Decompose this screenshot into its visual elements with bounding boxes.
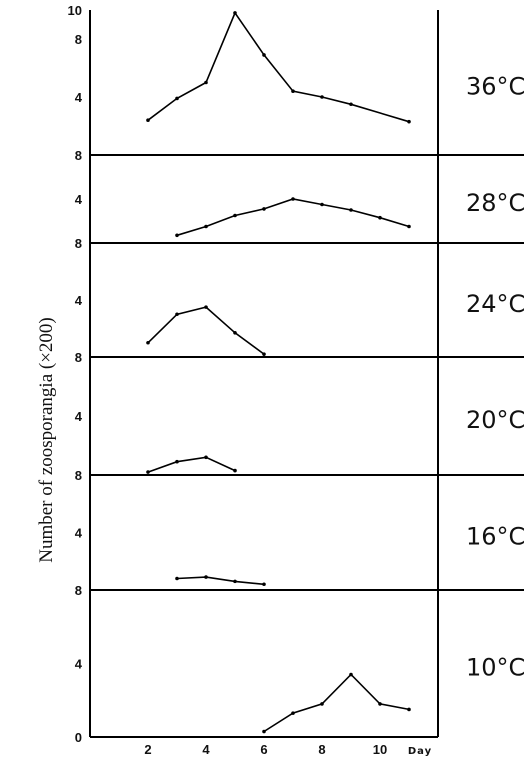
x-tick-label: 6 <box>260 742 267 757</box>
panel-10c: 8 4 0 10°C <box>75 583 524 745</box>
y-tick-label: 4 <box>75 293 83 308</box>
y-tick-label: 4 <box>75 409 83 424</box>
y-tick-label: 4 <box>75 657 83 672</box>
data-point <box>262 207 266 211</box>
data-point <box>349 208 353 212</box>
series-line <box>147 456 236 473</box>
series-line <box>147 11 410 123</box>
x-tick-label: 8 <box>318 742 325 757</box>
temperature-label: 36°C <box>466 73 524 101</box>
panel-28c: 8 4 28°C <box>75 148 524 238</box>
y-tick-label: 4 <box>75 526 83 541</box>
temperature-label: 10°C <box>466 654 524 682</box>
data-point <box>204 455 208 460</box>
data-point <box>233 213 237 218</box>
data-point <box>233 468 237 473</box>
y-tick-label: 4 <box>75 192 83 207</box>
data-point <box>407 119 411 124</box>
data-point <box>320 702 324 706</box>
y-tick-label: 4 <box>75 90 83 105</box>
data-point <box>233 330 237 335</box>
data-point <box>320 95 324 99</box>
data-point <box>175 233 179 238</box>
x-axis: 2 4 6 8 10 Day <box>144 742 432 757</box>
data-point <box>146 340 150 345</box>
temperature-label: 20°C <box>466 406 524 434</box>
panel-24c: 8 4 24°C <box>75 236 524 356</box>
x-tick-label: 2 <box>144 742 151 757</box>
panel-16c: 8 4 16°C <box>75 468 524 587</box>
series-line <box>176 576 265 586</box>
temperature-label: 28°C <box>466 189 524 217</box>
data-point <box>204 224 208 229</box>
data-point <box>233 11 237 15</box>
series-line <box>147 306 265 355</box>
chart-frame <box>89 10 524 738</box>
x-tick-label: 4 <box>202 742 210 757</box>
data-point <box>262 582 266 587</box>
data-point <box>291 89 295 93</box>
y-tick-label: 8 <box>75 350 82 365</box>
data-point <box>407 707 411 712</box>
data-point <box>204 305 208 309</box>
chart-panels: 10 8 4 36°C 8 4 28°C 8 4 24°C 8 4 20°C 8 4 16°C 8 4 0 10°C <box>68 3 524 745</box>
data-point <box>291 197 295 201</box>
series-line <box>176 198 410 237</box>
panel-36c: 10 8 4 36°C <box>68 3 524 124</box>
data-point <box>175 459 179 464</box>
data-point <box>349 672 353 677</box>
data-point <box>320 202 324 207</box>
data-point <box>262 53 266 57</box>
x-tick-label: 10 <box>373 742 387 757</box>
data-point <box>146 470 150 474</box>
x-unit-label: Day <box>408 746 432 757</box>
data-point <box>378 702 382 706</box>
series-line <box>263 673 410 733</box>
y-axis-label: Number of zoosporangia (×200) <box>36 317 57 563</box>
data-point <box>175 576 179 581</box>
data-point <box>378 215 382 220</box>
data-point <box>175 312 179 317</box>
data-point <box>204 575 208 579</box>
temperature-label: 24°C <box>466 290 524 318</box>
data-point <box>175 96 179 101</box>
data-point <box>291 711 295 715</box>
data-point <box>407 224 411 229</box>
data-point <box>146 118 150 122</box>
y-tick-label: 8 <box>75 148 82 163</box>
y-tick-label: 10 <box>68 3 82 18</box>
y-tick-label: 8 <box>75 583 82 598</box>
y-tick-label: 8 <box>75 468 82 483</box>
y-tick-label: 8 <box>75 32 82 47</box>
data-point <box>349 102 353 107</box>
panel-20c: 8 4 20°C <box>75 350 524 474</box>
y-tick-label: 0 <box>75 730 82 745</box>
data-point <box>204 80 208 85</box>
y-tick-label: 8 <box>75 236 82 251</box>
temperature-label: 16°C <box>466 523 524 551</box>
data-point <box>233 579 237 584</box>
data-point <box>262 729 266 734</box>
data-point <box>262 352 266 356</box>
